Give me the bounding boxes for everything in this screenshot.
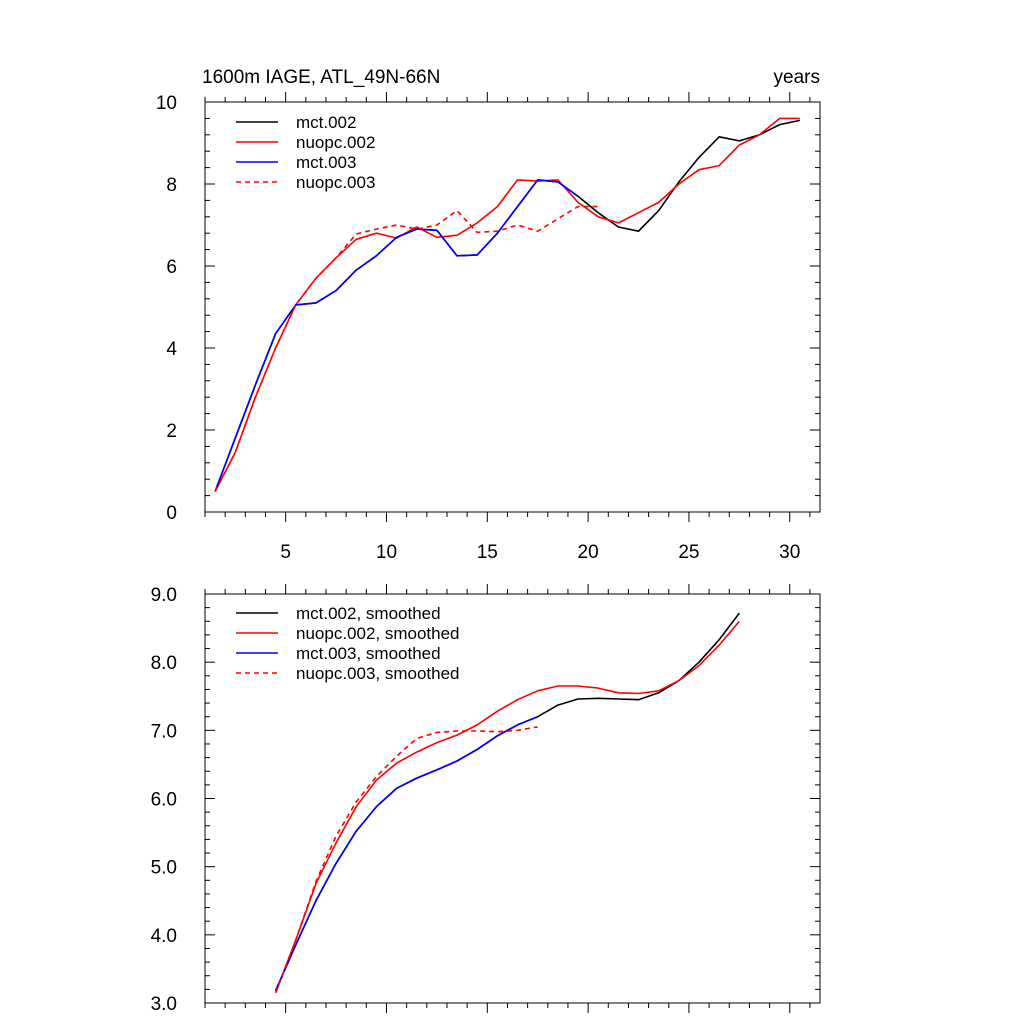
y-tick-label: 8.0 bbox=[151, 653, 177, 674]
y-tick-label: 6 bbox=[166, 257, 177, 278]
series-line-nuopc-003 bbox=[214, 205, 599, 492]
plot-frame bbox=[204, 101, 821, 513]
series-line-nuopc-002 bbox=[214, 117, 800, 492]
top-chart-title: 1600m IAGE, ATL_49N-66N bbox=[202, 67, 440, 88]
y-tick-label: 6.0 bbox=[151, 790, 177, 811]
series-line-mct-003 bbox=[214, 179, 579, 492]
x-tick-label: 30 bbox=[779, 542, 800, 563]
legend-label: nuopc.002 bbox=[296, 133, 375, 152]
y-tick-label: 2 bbox=[166, 421, 177, 442]
legend-label: nuopc.003 bbox=[296, 173, 375, 192]
y-tick-label: 4 bbox=[166, 339, 177, 360]
series-line-nuopc-003-smoothed bbox=[274, 726, 538, 994]
legend-label: mct.002 bbox=[296, 113, 356, 132]
x-tick-label: 20 bbox=[578, 542, 599, 563]
legend-label: mct.002, smoothed bbox=[296, 604, 441, 623]
top-chart-right-title: years bbox=[774, 67, 820, 88]
y-tick-label: 10 bbox=[156, 93, 177, 114]
y-tick-label: 7.0 bbox=[151, 721, 177, 742]
legend-label: nuopc.002, smoothed bbox=[296, 624, 460, 643]
x-tick-label: 25 bbox=[678, 542, 699, 563]
x-tick-label: 10 bbox=[376, 542, 397, 563]
y-tick-label: 3.0 bbox=[151, 994, 177, 1015]
y-tick-label: 8 bbox=[166, 175, 177, 196]
legend-label: nuopc.003, smoothed bbox=[296, 664, 460, 683]
series-line-mct-003-smoothed bbox=[274, 715, 539, 992]
y-tick-label: 4.0 bbox=[151, 926, 177, 947]
x-tick-label: 15 bbox=[477, 542, 498, 563]
series-line-nuopc-002-smoothed bbox=[274, 620, 740, 994]
legend-label: mct.003 bbox=[296, 153, 356, 172]
y-tick-label: 9.0 bbox=[151, 585, 177, 606]
top-chart-panel: 1600m IAGE, ATL_49N-66N years 0 2 4 6 8 10 5 10… bbox=[156, 67, 821, 563]
legend-label: mct.003, smoothed bbox=[296, 644, 441, 663]
x-tick-label: 5 bbox=[280, 542, 291, 563]
y-tick-label: 5.0 bbox=[151, 858, 177, 879]
y-tick-label: 0 bbox=[166, 503, 177, 524]
